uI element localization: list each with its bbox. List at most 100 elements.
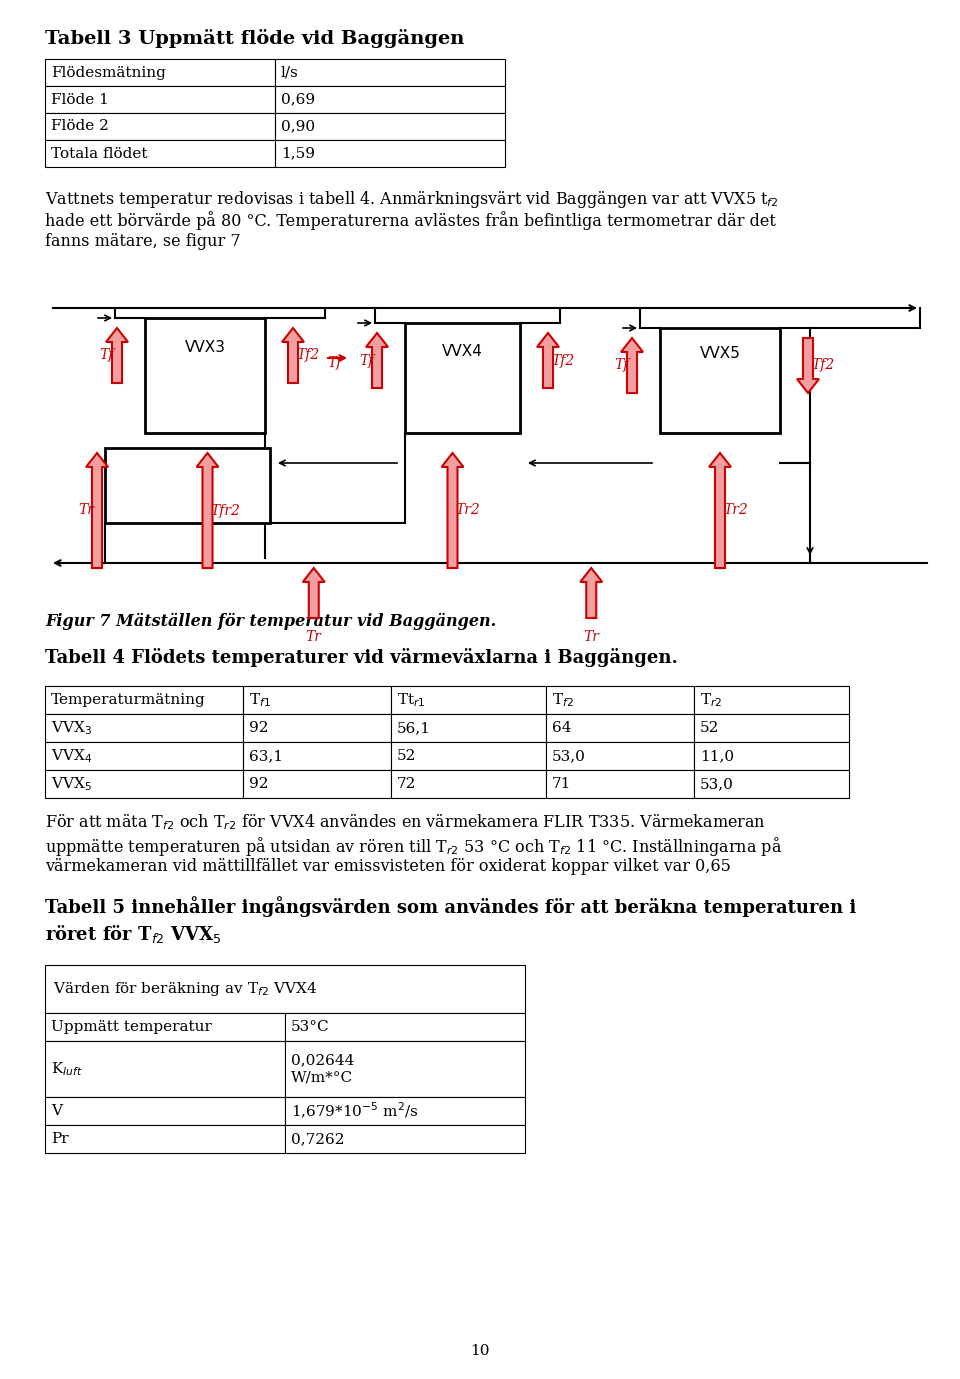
Bar <box>391 769 546 798</box>
Bar <box>243 685 391 714</box>
Text: K$_{luft}$: K$_{luft}$ <box>51 1060 83 1078</box>
Text: hade ett börvärde på 80 °C. Temperaturerna avlästes från befintliga termometrar : hade ett börvärde på 80 °C. Temperaturer… <box>45 211 776 230</box>
Bar <box>243 769 391 798</box>
Text: VVX$_4$: VVX$_4$ <box>51 747 92 765</box>
Bar <box>45 769 243 798</box>
Bar <box>45 742 243 769</box>
Bar <box>546 769 694 798</box>
Text: V: V <box>51 1105 62 1118</box>
Bar <box>45 1041 285 1098</box>
Text: Tr2: Tr2 <box>723 503 748 517</box>
Text: 53°C: 53°C <box>291 1020 329 1034</box>
Text: Tabell 5 innehåller ingångsvärden som användes för att beräkna temperaturen i: Tabell 5 innehåller ingångsvärden som an… <box>45 896 856 917</box>
Bar <box>285 1014 525 1041</box>
FancyArrow shape <box>106 328 128 383</box>
Bar <box>45 965 525 1014</box>
Text: 64: 64 <box>552 721 571 735</box>
Text: VVX$_5$: VVX$_5$ <box>51 775 92 793</box>
Text: fanns mätare, se figur 7: fanns mätare, se figur 7 <box>45 233 241 250</box>
Bar <box>285 1125 525 1153</box>
Bar <box>694 714 849 742</box>
Text: Tr: Tr <box>584 630 599 644</box>
Text: Pr: Pr <box>51 1132 68 1146</box>
Bar <box>45 1014 285 1041</box>
Bar <box>285 1098 525 1125</box>
Text: Tf: Tf <box>100 349 114 363</box>
Bar <box>45 141 275 167</box>
Text: Tf2: Tf2 <box>811 359 834 372</box>
Text: Tf2: Tf2 <box>551 353 574 367</box>
Text: Figur 7 Mätställen för temperatur vid Baggängen.: Figur 7 Mätställen för temperatur vid Ba… <box>45 614 496 630</box>
Text: 0,02644: 0,02644 <box>291 1054 354 1067</box>
FancyArrow shape <box>580 568 602 618</box>
Bar <box>45 85 275 113</box>
Text: Tfr2: Tfr2 <box>210 503 240 517</box>
Text: Flöde 2: Flöde 2 <box>51 120 108 134</box>
Text: VVX$_3$: VVX$_3$ <box>51 720 92 736</box>
Bar <box>45 714 243 742</box>
Text: Tr2: Tr2 <box>455 503 480 517</box>
FancyArrow shape <box>442 452 464 568</box>
Text: Uppmätt temperatur: Uppmätt temperatur <box>51 1020 212 1034</box>
Bar <box>45 59 275 85</box>
Text: 52: 52 <box>397 749 417 763</box>
Text: Tr: Tr <box>78 503 94 517</box>
Bar <box>243 742 391 769</box>
Text: 0,90: 0,90 <box>281 120 315 134</box>
Bar <box>285 1041 525 1098</box>
Text: Temperaturmätning: Temperaturmätning <box>51 694 205 707</box>
FancyArrow shape <box>282 328 304 383</box>
Bar <box>275 59 505 85</box>
Text: 1,59: 1,59 <box>281 146 315 160</box>
Text: 92: 92 <box>249 721 269 735</box>
Bar <box>694 742 849 769</box>
Text: Tf2: Tf2 <box>296 349 320 363</box>
Text: 63,1: 63,1 <box>249 749 283 763</box>
Text: värmekameran vid mättillfället var emissvisteten för oxiderat koppar vilket var : värmekameran vid mättillfället var emiss… <box>45 858 731 876</box>
FancyArrow shape <box>302 568 324 618</box>
Text: 52: 52 <box>700 721 719 735</box>
Text: Tabell 4 Flödets temperaturer vid värmeväxlarna i Baggängen.: Tabell 4 Flödets temperaturer vid värmev… <box>45 648 678 667</box>
Text: VVX5: VVX5 <box>700 346 740 360</box>
Bar <box>546 685 694 714</box>
Text: VVX3: VVX3 <box>184 341 226 356</box>
Text: Tf: Tf <box>327 356 342 370</box>
Text: 53,0: 53,0 <box>700 776 733 792</box>
Bar <box>275 141 505 167</box>
Text: 0,69: 0,69 <box>281 92 315 106</box>
Text: 53,0: 53,0 <box>552 749 586 763</box>
Text: 92: 92 <box>249 776 269 792</box>
Text: 1,679*10$^{-5}$ m$^2$/s: 1,679*10$^{-5}$ m$^2$/s <box>291 1100 419 1121</box>
Bar <box>45 1098 285 1125</box>
Text: Totala flödet: Totala flödet <box>51 146 148 160</box>
Text: Tabell 3 Uppmätt flöde vid Baggängen: Tabell 3 Uppmätt flöde vid Baggängen <box>45 29 465 48</box>
Bar <box>694 685 849 714</box>
FancyArrow shape <box>197 452 219 568</box>
Text: 72: 72 <box>397 776 417 792</box>
Text: Tr: Tr <box>306 630 322 644</box>
Text: Vattnets temperatur redovisas i tabell 4. Anmärkningsvärt vid Baggängen var att : Vattnets temperatur redovisas i tabell 4… <box>45 189 779 210</box>
Text: Flödesmätning: Flödesmätning <box>51 65 166 80</box>
Bar <box>660 328 780 433</box>
Bar <box>694 769 849 798</box>
Bar <box>391 685 546 714</box>
Text: T$_{f1}$: T$_{f1}$ <box>249 691 271 709</box>
FancyArrow shape <box>709 452 731 568</box>
Text: 10: 10 <box>470 1345 490 1358</box>
Text: uppmätte temperaturen på utsidan av rören till T$_{r2}$ 53 °C och T$_{f2}$ 11 °C: uppmätte temperaturen på utsidan av röre… <box>45 836 782 858</box>
Text: 11,0: 11,0 <box>700 749 734 763</box>
Text: 71: 71 <box>552 776 571 792</box>
FancyArrow shape <box>366 332 388 387</box>
Bar <box>145 319 265 433</box>
Text: För att mäta T$_{f2}$ och T$_{r2}$ för VVX4 användes en värmekamera FLIR T335. V: För att mäta T$_{f2}$ och T$_{r2}$ för V… <box>45 812 766 832</box>
Text: T$_{r2}$: T$_{r2}$ <box>700 691 722 709</box>
Text: Tf: Tf <box>614 359 629 372</box>
FancyArrow shape <box>621 338 643 393</box>
Text: VVX4: VVX4 <box>442 343 483 359</box>
Text: Tt$_{r1}$: Tt$_{r1}$ <box>397 691 425 709</box>
Text: 56,1: 56,1 <box>397 721 431 735</box>
Bar <box>45 1125 285 1153</box>
Text: T$_{f2}$: T$_{f2}$ <box>552 691 574 709</box>
Bar <box>546 714 694 742</box>
FancyArrow shape <box>86 452 108 568</box>
